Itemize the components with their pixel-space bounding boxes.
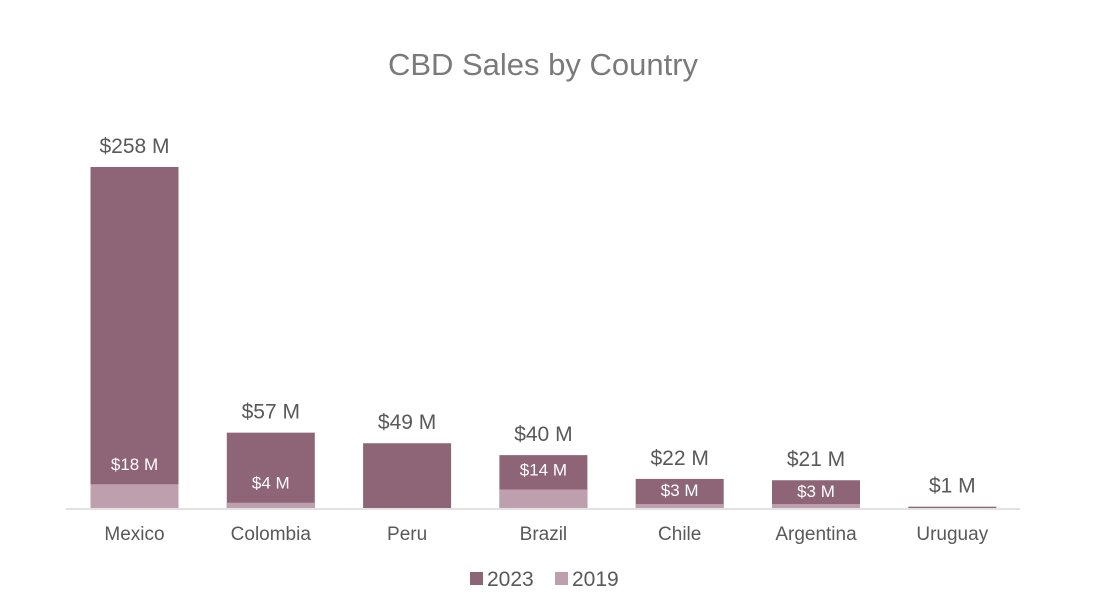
data-label-2023-mexico: $258 M [99, 135, 169, 158]
bar-2023-chile [635, 478, 724, 508]
x-tick-labels: Mexico Colombia Peru Brazil Chile Argentina Ur… [104, 524, 988, 545]
data-label-2023-uruguay: $1 M [929, 475, 976, 498]
legend: 2023 2019 [470, 568, 619, 591]
bar-2023-argentina [772, 480, 860, 508]
chart-title: CBD Sales by Country [388, 47, 699, 82]
x-tick-colombia: Colombia [231, 524, 312, 545]
bar-2019-colombia [226, 502, 315, 508]
bar-2023-mexico [90, 167, 179, 508]
data-label-2023-colombia: $57 M [242, 401, 300, 424]
bar-2019-argentina [772, 504, 860, 508]
legend-swatch-2019 [555, 572, 568, 585]
labels-group: $258 M $18 M $57 M $4 M $49 M $40 M $14 M $22 M… [99, 135, 975, 501]
x-tick-mexico: Mexico [104, 524, 164, 545]
x-tick-peru: Peru [387, 524, 427, 545]
bars-group [90, 167, 997, 508]
bar-2019-mexico [90, 484, 179, 508]
data-label-2019-argentina: $3 M [797, 482, 835, 501]
data-label-2019-chile: $3 M [661, 481, 699, 500]
x-tick-uruguay: Uruguay [916, 524, 988, 545]
data-label-2023-chile: $22 M [651, 447, 709, 470]
data-label-2019-colombia: $4 M [252, 474, 290, 493]
bar-2023-peru [363, 443, 452, 508]
legend-swatch-2023 [470, 572, 483, 585]
bar-2023-uruguay [908, 506, 997, 508]
legend-label-2023: 2023 [487, 568, 534, 591]
data-label-2023-brazil: $40 M [514, 423, 572, 446]
bar-2023-colombia [226, 432, 315, 508]
data-label-2019-brazil: $14 M [520, 460, 567, 479]
bar-2019-brazil [499, 489, 588, 508]
bar-2019-chile [635, 504, 724, 508]
data-label-2023-argentina: $21 M [787, 448, 845, 471]
x-tick-argentina: Argentina [775, 524, 857, 545]
x-tick-chile: Chile [658, 524, 701, 545]
data-label-2023-peru: $49 M [378, 411, 436, 434]
data-label-2019-mexico: $18 M [111, 455, 158, 474]
legend-label-2019: 2019 [572, 568, 619, 591]
x-tick-brazil: Brazil [520, 524, 568, 545]
